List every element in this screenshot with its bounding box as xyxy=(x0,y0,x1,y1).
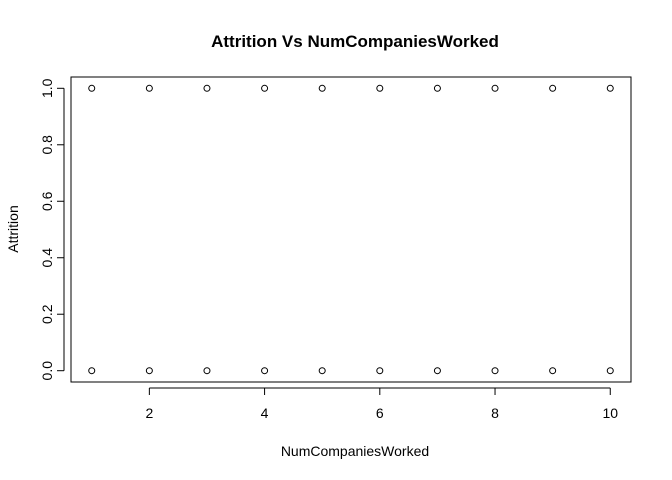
data-point xyxy=(318,84,326,92)
data-point xyxy=(549,367,557,375)
data-point xyxy=(606,367,614,375)
data-point xyxy=(376,367,384,375)
data-point xyxy=(606,84,614,92)
data-points xyxy=(88,84,614,375)
data-point xyxy=(203,367,211,375)
data-point xyxy=(145,367,153,375)
data-point xyxy=(88,367,96,375)
y-tick-label: 0.4 xyxy=(39,248,55,268)
data-point xyxy=(203,84,211,92)
x-axis: 2 4 6 8 10 xyxy=(145,387,618,421)
data-point xyxy=(261,84,269,92)
y-tick-label: 0.2 xyxy=(39,304,55,324)
data-point xyxy=(88,84,96,92)
y-tick-label: 0.0 xyxy=(39,361,55,381)
data-point xyxy=(549,84,557,92)
y-axis: 0.0 0.2 0.4 0.6 0.8 1.0 xyxy=(39,78,65,381)
x-tick-label: 8 xyxy=(491,405,499,421)
x-tick-label: 2 xyxy=(145,405,153,421)
data-point xyxy=(491,367,499,375)
data-point xyxy=(433,84,441,92)
data-point xyxy=(433,367,441,375)
x-axis-label: NumCompaniesWorked xyxy=(281,443,429,459)
data-point xyxy=(491,84,499,92)
data-point xyxy=(318,367,326,375)
data-point xyxy=(145,84,153,92)
y-tick-label: 0.6 xyxy=(39,191,55,211)
x-tick-label: 10 xyxy=(602,405,618,421)
y-tick-label: 0.8 xyxy=(39,135,55,155)
x-tick-label: 6 xyxy=(376,405,384,421)
data-point xyxy=(261,367,269,375)
x-tick-label: 4 xyxy=(261,405,269,421)
y-axis-label: Attrition xyxy=(5,205,21,252)
chart-title: Attrition Vs NumCompaniesWorked xyxy=(211,32,499,51)
plot-frame xyxy=(70,76,632,383)
y-tick-label: 1.0 xyxy=(39,78,55,98)
data-point xyxy=(376,84,384,92)
